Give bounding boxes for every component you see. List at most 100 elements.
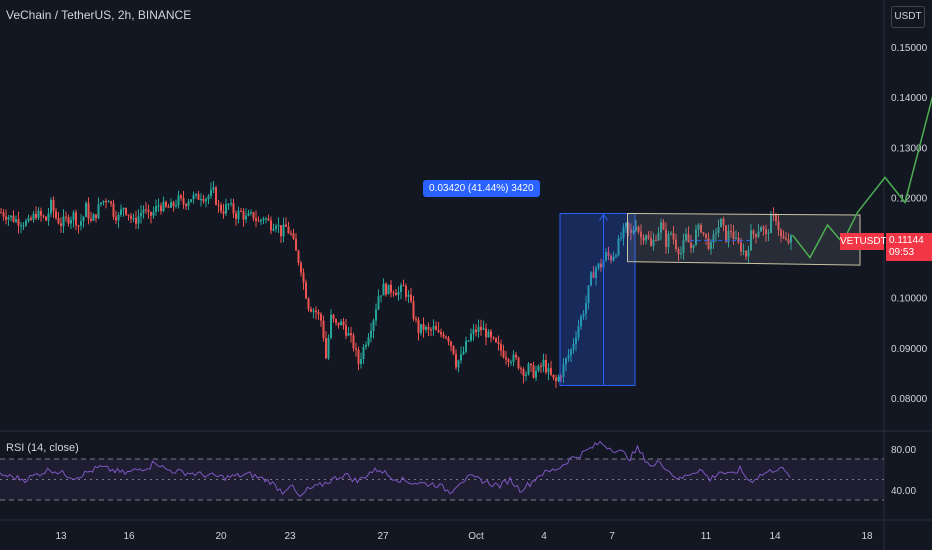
- candle-body: [595, 267, 597, 278]
- candle-body: [437, 330, 440, 333]
- time-tick-label: 4: [541, 531, 547, 542]
- candle-body: [415, 318, 417, 320]
- candle-body: [610, 255, 612, 261]
- candle-body: [325, 338, 327, 359]
- candle-body: [352, 335, 355, 349]
- candle-body: [547, 368, 550, 373]
- candle-body: [467, 340, 470, 342]
- candle-body: [657, 232, 660, 241]
- candle-body: [182, 198, 185, 205]
- candle-body: [625, 222, 627, 228]
- candle-body: [597, 263, 600, 268]
- candle-body: [322, 320, 325, 339]
- price-tick-label: 0.15000: [891, 43, 928, 54]
- candle-body: [527, 363, 530, 375]
- candle-body: [42, 215, 45, 217]
- candle-body: [340, 321, 342, 326]
- candle-body: [267, 218, 270, 221]
- candle-body: [17, 219, 20, 226]
- symbol-price-tag[interactable]: VETUSDT: [840, 233, 887, 250]
- candle-body: [312, 310, 315, 312]
- candle-body: [130, 215, 132, 219]
- candle-body: [157, 205, 160, 207]
- candle-body: [100, 202, 102, 205]
- candle-body: [237, 211, 240, 220]
- candle-body: [477, 326, 480, 332]
- candle-body: [512, 354, 515, 363]
- candle-body: [232, 203, 235, 214]
- candle-body: [710, 242, 712, 249]
- candle-body: [225, 204, 227, 214]
- candle-body: [747, 250, 750, 257]
- candle-body: [402, 285, 405, 287]
- candle-body: [127, 214, 130, 216]
- time-tick-label: 13: [55, 531, 67, 542]
- candle-body: [75, 212, 77, 226]
- candle-body: [525, 374, 527, 376]
- candle-body: [5, 216, 7, 220]
- candle-body: [460, 354, 462, 361]
- candle-body: [500, 344, 502, 351]
- candle-body: [220, 204, 222, 212]
- price-tick-label: 0.12000: [891, 193, 928, 204]
- candle-body: [447, 338, 450, 342]
- candle-body: [430, 329, 432, 331]
- candle-body: [367, 337, 370, 345]
- candle-body: [605, 252, 607, 261]
- candle-body: [470, 333, 472, 341]
- candle-body: [395, 292, 397, 296]
- candle-body: [730, 230, 732, 232]
- candle-body: [67, 217, 70, 224]
- candle-body: [290, 233, 292, 235]
- candle-body: [87, 203, 90, 219]
- last-price-tag[interactable]: 0.11144 09:53: [886, 233, 932, 261]
- candle-body: [702, 232, 705, 234]
- candle-body: [315, 310, 317, 313]
- candle-body: [490, 331, 492, 338]
- candle-body: [0, 212, 2, 214]
- candle-body: [757, 231, 760, 237]
- candle-body: [170, 202, 172, 208]
- candle-body: [457, 360, 460, 368]
- candle-body: [472, 329, 475, 334]
- candle-body: [665, 229, 667, 247]
- candle-body: [442, 334, 445, 337]
- rsi-line: [0, 440, 791, 498]
- candle-body: [697, 224, 700, 230]
- candle-body: [685, 234, 687, 241]
- time-tick-label: 14: [769, 531, 781, 542]
- candle-body: [250, 212, 252, 214]
- candle-body: [110, 201, 112, 204]
- candle-body: [90, 218, 92, 221]
- candle-body: [345, 325, 347, 336]
- time-tick-label: 16: [123, 531, 135, 542]
- candle-body: [677, 249, 680, 255]
- candle-body: [672, 232, 675, 240]
- candle-body: [77, 225, 80, 227]
- candle-body: [652, 239, 655, 246]
- candle-body: [192, 195, 195, 200]
- currency-button[interactable]: USDT: [891, 6, 925, 28]
- candle-body: [680, 252, 682, 255]
- candle-body: [720, 218, 722, 228]
- candle-body: [692, 244, 695, 249]
- candle-body: [117, 214, 120, 221]
- candle-body: [555, 377, 557, 382]
- candle-body: [247, 213, 250, 216]
- candle-body: [462, 351, 465, 355]
- candle-body: [145, 209, 147, 211]
- time-tick-label: 23: [284, 531, 296, 542]
- candle-body: [60, 223, 62, 227]
- candle-body: [132, 218, 135, 220]
- candle-body: [277, 225, 280, 227]
- candle-body: [577, 326, 580, 338]
- candle-body: [262, 218, 265, 220]
- candle-body: [310, 309, 312, 312]
- time-tick-label: 20: [215, 531, 227, 542]
- bar-countdown: 09:53: [889, 247, 915, 258]
- projection-path: [791, 95, 932, 259]
- candle-body: [385, 283, 387, 295]
- candle-body: [570, 349, 572, 356]
- candle-body: [662, 222, 665, 230]
